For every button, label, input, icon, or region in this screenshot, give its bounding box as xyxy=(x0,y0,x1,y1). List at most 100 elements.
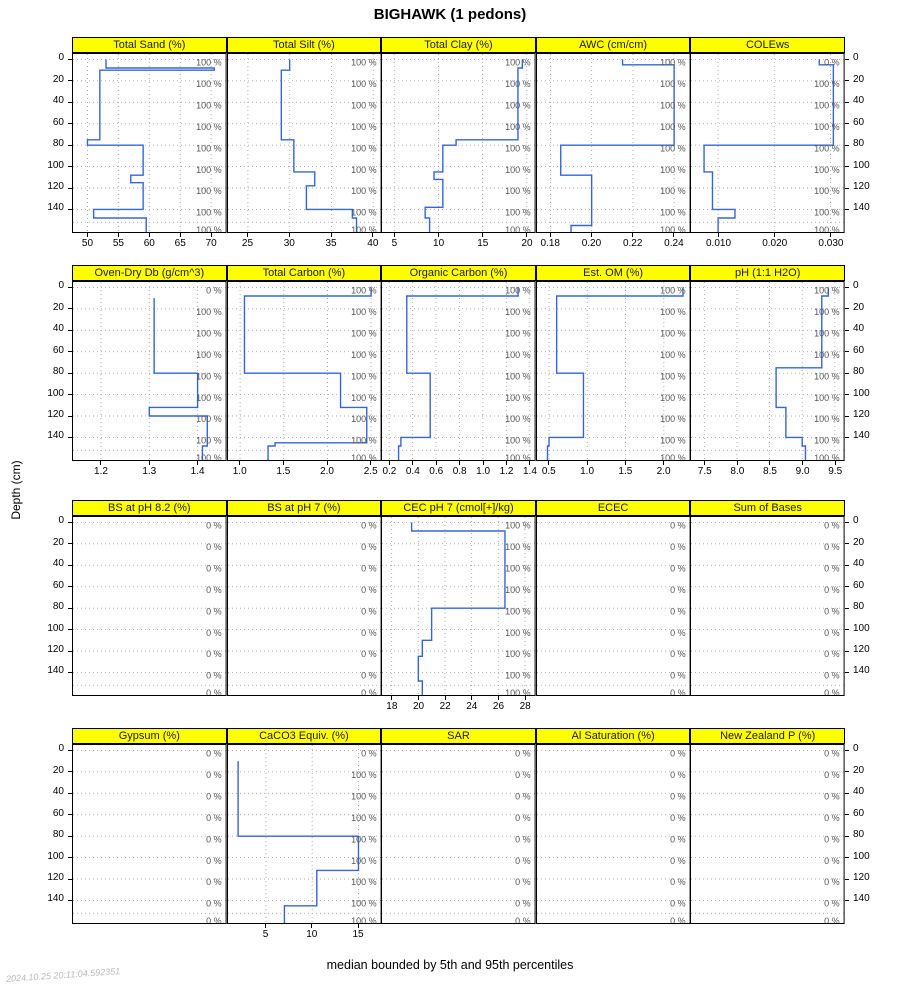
x-tick xyxy=(148,461,150,465)
x-tick-label: 0.24 xyxy=(664,238,684,249)
slice-contribution-label: 0 % xyxy=(361,628,377,638)
depth-tick-label: 140 xyxy=(47,665,64,677)
slice-contribution-label: 100 % xyxy=(660,307,686,317)
slice-contribution-label: 0 % xyxy=(670,585,686,595)
slice-contribution-label: 100 % xyxy=(351,436,377,446)
depth-tick-label: 20 xyxy=(52,764,64,776)
panel-border xyxy=(226,53,382,233)
depth-tick xyxy=(845,80,849,82)
depth-tick-label: 100 xyxy=(853,387,870,399)
x-tick xyxy=(179,233,181,237)
panel-plot: 100 % 100 % 100 % 100 % 100 % 100 % 100 % 100 %… xyxy=(381,53,536,233)
depth-tick-label: 40 xyxy=(52,786,64,798)
panel-total-clay: Total Clay (%) 100 % 100 % 100 % 100 % 100 % 1… xyxy=(381,37,536,233)
panel-strip: SAR xyxy=(381,728,536,744)
panel-row-3: BS at pH 8.2 (%) 0 % 0 % 0 % 0 % 0 % 0 % 0 % 0 %… xyxy=(47,500,870,716)
profile-line xyxy=(775,287,830,461)
x-tick xyxy=(624,461,626,465)
slice-contribution-label: 0 % xyxy=(206,521,222,531)
depth-tick-label: 20 xyxy=(52,73,64,85)
depth-tick-label: 60 xyxy=(52,344,64,356)
panel-border xyxy=(690,53,845,233)
panel-border xyxy=(535,516,691,696)
panel-strip: AWC (cm/cm) xyxy=(535,37,691,53)
chart-title: BIGHAWK (1 pedons) xyxy=(373,6,527,23)
slice-contribution-label: 0 % xyxy=(361,521,377,531)
panel-plot: 0 % 0 % 0 % 0 % 0 % 0 % 0 % 0 % 0 % xyxy=(535,516,691,696)
profile-line xyxy=(398,287,519,461)
depth-tick xyxy=(845,286,849,288)
depth-tick xyxy=(68,80,72,82)
depth-tick-label: 100 xyxy=(47,622,64,634)
depth-tick xyxy=(845,415,849,417)
slice-contribution-label: 100 % xyxy=(814,329,840,339)
slice-contribution-label: 100 % xyxy=(351,834,377,844)
depth-tick xyxy=(68,123,72,125)
depth-tick xyxy=(68,351,72,353)
panel-plot: 0 % 100 % 100 % 100 % 100 % 100 % 100 % 100 % 10… xyxy=(226,744,382,924)
panel-border xyxy=(535,744,691,924)
slice-contribution-label: 0 % xyxy=(361,585,377,595)
panel-plot: 100 % 100 % 100 % 100 % 100 % 100 % 100 % 100 %… xyxy=(535,281,691,461)
x-tick-label: 0.18 xyxy=(540,238,560,249)
slice-contribution-label: 100 % xyxy=(351,393,377,403)
slice-contribution-label: 0 % xyxy=(206,628,222,638)
depth-tick xyxy=(845,792,849,794)
slice-contribution-label: 100 % xyxy=(660,208,686,218)
x-tick-label: 18 xyxy=(386,701,398,712)
panel-oven-dry-db-g-cm-3: Oven-Dry Db (g/cm^3) 0 % 100 % 100 % 100 % 10… xyxy=(72,265,227,461)
depth-tick xyxy=(845,564,849,566)
x-tick xyxy=(663,461,665,465)
depth-tick xyxy=(68,436,72,438)
slice-contribution-label: 0 % xyxy=(361,649,377,659)
x-tick-label: 40 xyxy=(367,238,379,249)
panel-plot: 100 % 100 % 100 % 100 % 100 % 100 % 100 % 100 %… xyxy=(690,281,845,461)
depth-tick-label: 120 xyxy=(47,181,64,192)
slice-contribution-label: 100 % xyxy=(505,564,531,574)
x-tick xyxy=(326,461,328,465)
panel-plot: 0 % 0 % 0 % 0 % 0 % 0 % 0 % 0 % 0 % xyxy=(381,744,536,924)
slice-contribution-label: 100 % xyxy=(351,307,377,317)
x-tick xyxy=(86,233,88,237)
x-tick-label: 9.0 xyxy=(795,466,810,477)
depth-tick xyxy=(68,857,72,859)
panel-row-4: Gypsum (%) 0 % 0 % 0 % 0 % 0 % 0 % 0 % 0 % 0 % CaC… xyxy=(47,728,870,944)
x-tick-label: 0.20 xyxy=(581,238,602,249)
slice-contribution-label: 100 % xyxy=(814,371,840,381)
panel-strip: Gypsum (%) xyxy=(72,728,227,744)
slice-contribution-label: 100 % xyxy=(351,916,377,924)
depth-tick xyxy=(68,394,72,396)
depth-tick-label: 40 xyxy=(52,558,64,570)
slice-contribution-label: 100 % xyxy=(196,58,222,68)
x-tick-label: 28 xyxy=(519,701,531,712)
x-tick xyxy=(357,924,359,928)
depth-tick-label: 80 xyxy=(853,601,865,613)
x-tick xyxy=(586,461,588,465)
depth-tick-label: 60 xyxy=(853,807,865,819)
x-tick xyxy=(548,461,550,465)
depth-tick xyxy=(845,749,849,751)
panel-border xyxy=(72,281,227,461)
slice-contribution-label: 100 % xyxy=(814,307,840,317)
depth-tick xyxy=(68,771,72,773)
slice-contribution-label: 0 % xyxy=(824,877,840,887)
slice-contribution-label: 100 % xyxy=(351,877,377,887)
slice-contribution-label: 0 % xyxy=(206,606,222,616)
panel-strip: Est. OM (%) xyxy=(535,265,691,281)
depth-tick xyxy=(845,650,849,652)
depth-tick-label: 0 xyxy=(853,743,859,755)
depth-tick xyxy=(68,308,72,310)
x-tick-label: 5 xyxy=(262,929,269,940)
depth-tick-label: 60 xyxy=(52,579,64,591)
depth-tick xyxy=(68,564,72,566)
slice-contribution-label: 100 % xyxy=(351,770,377,780)
slice-contribution-label: 100 % xyxy=(351,350,377,360)
slice-contribution-label: 100 % xyxy=(814,79,840,89)
panel-plot: 0 % 0 % 0 % 0 % 0 % 0 % 0 % 0 % 0 % xyxy=(535,744,691,924)
slice-contribution-label: 100 % xyxy=(351,101,377,111)
slice-contribution-label: 0 % xyxy=(206,564,222,574)
x-tick-label: 1.0 xyxy=(580,466,595,477)
slice-contribution-label: 100 % xyxy=(505,122,531,132)
slice-contribution-label: 0 % xyxy=(670,899,686,909)
depth-tick-label: 140 xyxy=(47,430,64,442)
